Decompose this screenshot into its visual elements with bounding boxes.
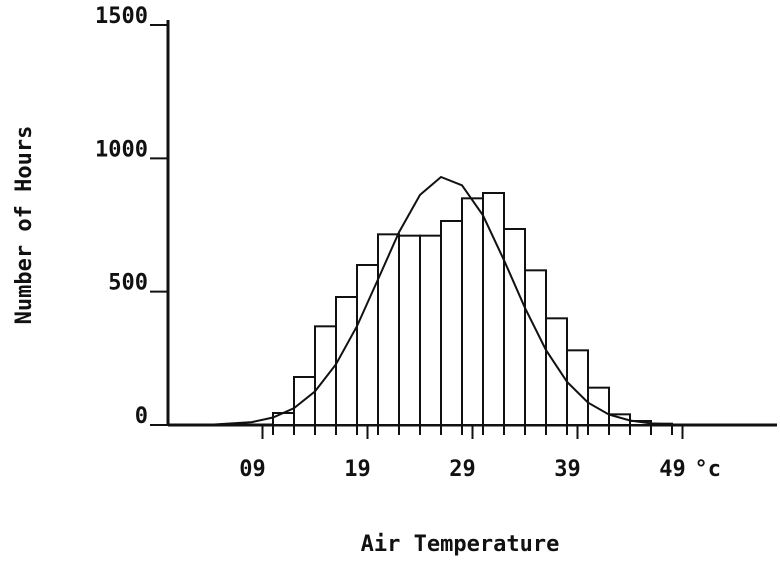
y-tick-label: 1000 xyxy=(95,137,148,162)
x-tick-label: 49 xyxy=(659,457,686,482)
y-axis-label: Number of Hours xyxy=(12,126,37,325)
bar xyxy=(335,296,358,426)
bar xyxy=(398,234,421,426)
y-tick-label: 0 xyxy=(135,404,148,429)
bar xyxy=(545,317,568,427)
x-unit: °c xyxy=(695,457,722,482)
bar xyxy=(566,349,589,427)
bar xyxy=(314,325,337,427)
x-tick-label: 19 xyxy=(344,457,371,482)
bar xyxy=(440,220,463,426)
bar xyxy=(272,412,295,426)
bar xyxy=(461,197,484,426)
x-tick-label: 09 xyxy=(239,457,266,482)
y-tick-label: 500 xyxy=(108,271,148,296)
bar xyxy=(482,192,505,426)
x-tick-label: 29 xyxy=(449,457,476,482)
bar xyxy=(587,386,610,426)
bar xyxy=(377,233,400,426)
bar xyxy=(356,264,379,426)
x-tick-label: 39 xyxy=(554,457,581,482)
bar xyxy=(503,228,526,426)
x-axis-label: Air Temperature xyxy=(361,532,560,557)
bar xyxy=(419,234,442,426)
fit-curve xyxy=(167,175,694,426)
bar xyxy=(524,269,547,427)
y-tick-label: 1500 xyxy=(95,4,148,29)
